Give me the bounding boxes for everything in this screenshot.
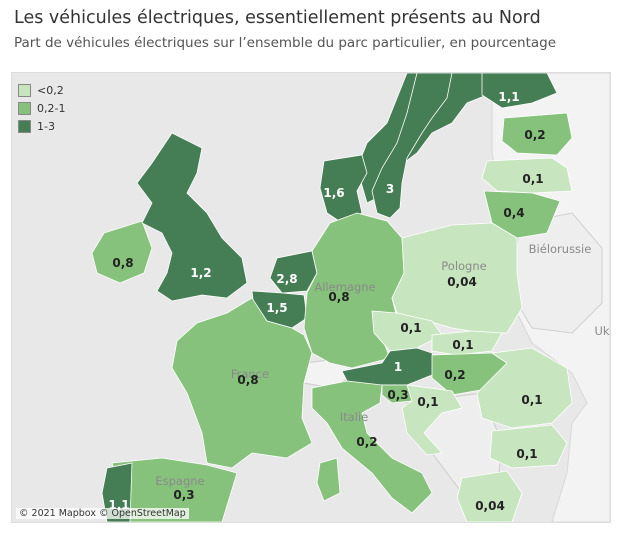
value-label-pologne: 0,04 (447, 275, 477, 289)
country-croatia[interactable] (401, 384, 463, 456)
legend-label: 0,2-1 (37, 101, 66, 115)
value-label-belgique: 1,5 (266, 301, 287, 315)
country-romania[interactable] (476, 347, 573, 429)
place-label-italie: Italie (340, 410, 368, 424)
place-label-france: France (231, 367, 269, 381)
country-slovakia[interactable] (431, 330, 503, 356)
value-label-royaume-uni: 1,2 (190, 266, 211, 280)
country-latvia[interactable] (481, 157, 573, 194)
country-estonia[interactable] (501, 112, 573, 156)
country-portugal[interactable] (101, 462, 133, 522)
country-slovenia[interactable] (381, 384, 413, 404)
value-label-tchequie: 0,1 (400, 321, 421, 335)
place-label-pologne: Pologne (441, 259, 486, 273)
legend-swatch-mid (18, 101, 31, 115)
legend-item: <0,2 (18, 81, 65, 99)
legend-item: 1-3 (18, 117, 65, 135)
island-sardinia (316, 457, 341, 502)
country-italy[interactable] (311, 380, 433, 514)
country-czechia[interactable] (371, 310, 443, 352)
value-label-lettonie: 0,1 (522, 172, 543, 186)
place-label-espagne: Espagne (155, 474, 204, 488)
map-title: Les véhicules électriques, essentielleme… (14, 8, 541, 28)
legend-swatch-high (18, 119, 31, 133)
place-label-uk: Uk (594, 324, 609, 338)
value-label-slovenie: 0,3 (387, 388, 408, 402)
value-label-lituanie: 0,4 (503, 206, 524, 220)
value-label-irlande: 0,8 (112, 256, 133, 270)
country-sweden[interactable] (371, 73, 453, 219)
value-label-bulgarie: 0,1 (516, 447, 537, 461)
value-label-italie: 0,2 (356, 435, 377, 449)
value-label-pays-bas: 2,8 (276, 272, 297, 286)
legend-label: 1-3 (37, 119, 55, 133)
value-label-autriche: 1 (394, 360, 402, 374)
value-label-danemark: 1,6 (323, 186, 344, 200)
value-label-france: 0,8 (237, 373, 258, 387)
country-denmark[interactable] (319, 154, 368, 224)
place-label-bielorussie: Biélorussie (529, 242, 592, 256)
country-greece[interactable] (456, 470, 523, 522)
value-label-slovaquie: 0,1 (452, 338, 473, 352)
country-finland[interactable] (481, 73, 558, 109)
country-ireland[interactable] (91, 220, 153, 284)
choropleth-map[interactable]: Biélorussie Pologne Allemagne France Ita… (11, 72, 611, 523)
map-subtitle: Part de véhicules électriques sur l’ense… (14, 35, 557, 51)
country-france[interactable] (171, 297, 313, 469)
map-legend: <0,2 0,2-1 1-3 (18, 81, 65, 135)
value-label-norvege: 1,1 (498, 90, 519, 104)
country-bulgaria[interactable] (489, 424, 568, 469)
map-canvas: Biélorussie Pologne Allemagne France Ita… (12, 73, 610, 522)
value-label-espagne: 0,3 (173, 488, 194, 502)
value-label-suede: 3 (386, 182, 394, 196)
place-label-allemagne: Allemagne (314, 280, 375, 294)
legend-label: <0,2 (37, 83, 64, 97)
value-label-grece: 0,04 (475, 499, 505, 513)
value-label-roumanie: 0,1 (521, 393, 542, 407)
value-label-hongrie: 0,2 (444, 368, 465, 382)
legend-item: 0,2-1 (18, 99, 65, 117)
value-label-estonie: 0,2 (524, 128, 545, 142)
country-uk[interactable] (136, 132, 248, 302)
value-label-allemagne: 0,8 (328, 290, 349, 304)
legend-swatch-low (18, 83, 31, 97)
map-attribution[interactable]: © 2021 Mapbox © OpenStreetMap (16, 508, 189, 519)
value-label-croatie: 0,1 (417, 395, 438, 409)
